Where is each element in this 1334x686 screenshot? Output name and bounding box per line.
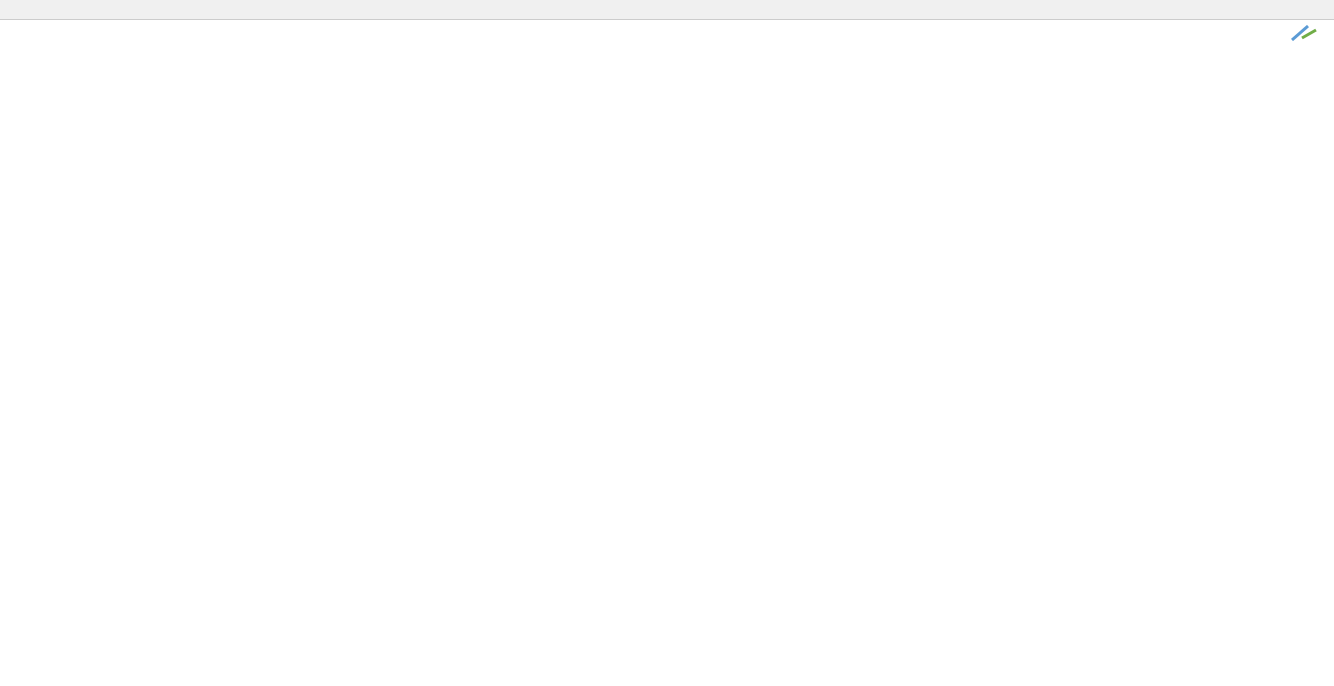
page-title xyxy=(30,20,1334,54)
brand-logo xyxy=(1284,24,1318,42)
